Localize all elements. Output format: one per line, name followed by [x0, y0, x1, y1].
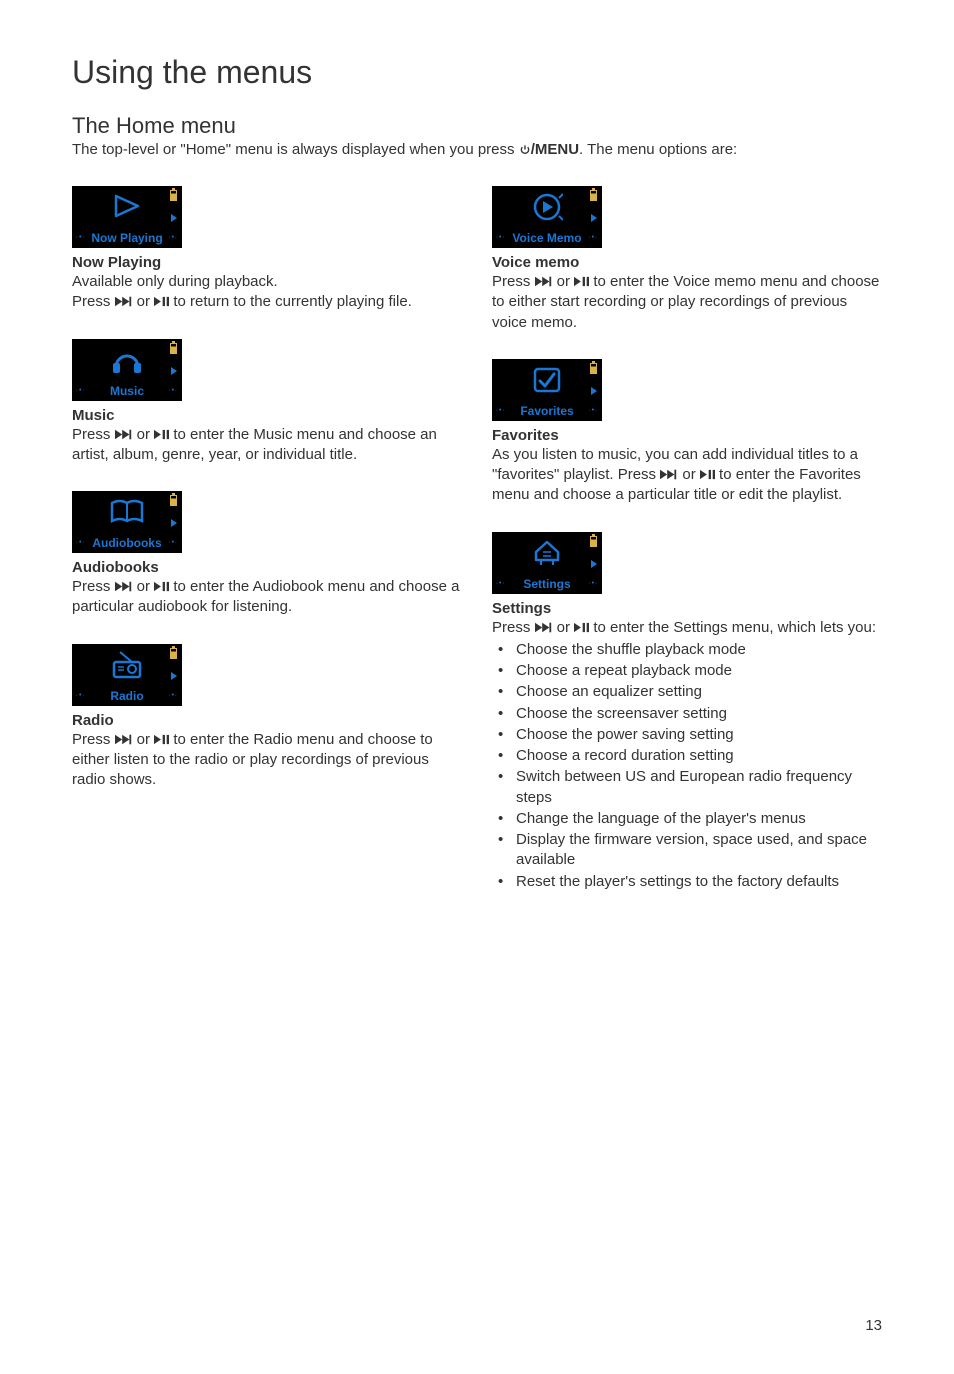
bullet-list: Choose the shuffle playback modeChoose a…: [492, 640, 882, 892]
thumb-icon: [492, 365, 602, 395]
thumb-icon: [72, 192, 182, 220]
thumb-label: Audiobooks: [72, 536, 182, 550]
thumb-label: Favorites: [492, 404, 602, 418]
bullet-item: Choose an equalizer setting: [492, 682, 882, 702]
thumb-label: Settings: [492, 577, 602, 591]
thumb-label: Music: [72, 384, 182, 398]
page-number: 13: [865, 1317, 882, 1334]
thumb-label: Radio: [72, 689, 182, 703]
section-title: Music: [72, 407, 462, 424]
menu-thumbnail: ∙•∙ ∙•∙ Now Playing: [72, 186, 182, 248]
menu-section: ∙•∙ ∙•∙ Settings SettingsPress or to ent…: [492, 532, 882, 892]
section-body: Press or to enter the Voice memo menu an…: [492, 272, 882, 333]
menu-thumbnail: ∙•∙ ∙•∙ Audiobooks: [72, 491, 182, 553]
section-title: Now Playing: [72, 254, 462, 271]
section-body: Press or to enter the Radio menu and cho…: [72, 730, 462, 791]
section-body: Available only during playback.Press or …: [72, 272, 462, 313]
menu-thumbnail: ∙•∙ ∙•∙ Favorites: [492, 359, 602, 421]
menu-section: ∙•∙ ∙•∙ Music MusicPress or to enter the…: [72, 339, 462, 466]
section-body: Press or to enter the Audiobook menu and…: [72, 577, 462, 618]
section-body: As you listen to music, you can add indi…: [492, 445, 882, 506]
section-title: Radio: [72, 712, 462, 729]
right-column: ∙•∙ ∙•∙ Voice Memo Voice memoPress or to…: [492, 186, 882, 918]
thumb-icon: [72, 650, 182, 680]
bullet-item: Change the language of the player's menu…: [492, 809, 882, 829]
menu-thumbnail: ∙•∙ ∙•∙ Settings: [492, 532, 602, 594]
section-title: Voice memo: [492, 254, 882, 271]
menu-section: ∙•∙ ∙•∙ Audiobooks AudiobooksPress or to…: [72, 491, 462, 618]
left-column: ∙•∙ ∙•∙ Now Playing Now PlayingAvailable…: [72, 186, 462, 918]
section-body: Press or to enter the Settings menu, whi…: [492, 618, 882, 892]
section-body: Press or to enter the Music menu and cho…: [72, 425, 462, 466]
bullet-item: Choose the screensaver setting: [492, 704, 882, 724]
bullet-item: Display the firmware version, space used…: [492, 830, 882, 871]
bullet-item: Switch between US and European radio fre…: [492, 767, 882, 808]
section-title: Favorites: [492, 427, 882, 444]
thumb-icon: [492, 538, 602, 568]
menu-thumbnail: ∙•∙ ∙•∙ Voice Memo: [492, 186, 602, 248]
thumb-icon: [72, 345, 182, 375]
menu-section: ∙•∙ ∙•∙ Favorites FavoritesAs you listen…: [492, 359, 882, 506]
section-title: Audiobooks: [72, 559, 462, 576]
bullet-item: Choose a repeat playback mode: [492, 661, 882, 681]
section-heading: The Home menu: [72, 113, 882, 139]
menu-thumbnail: ∙•∙ ∙•∙ Radio: [72, 644, 182, 706]
bullet-item: Choose a record duration setting: [492, 746, 882, 766]
power-icon: [519, 144, 531, 155]
menu-section: ∙•∙ ∙•∙ Voice Memo Voice memoPress or to…: [492, 186, 882, 333]
page-title: Using the menus: [72, 54, 882, 91]
content-columns: ∙•∙ ∙•∙ Now Playing Now PlayingAvailable…: [72, 186, 882, 918]
bullet-item: Choose the power saving setting: [492, 725, 882, 745]
intro-text: The top-level or "Home" menu is always d…: [72, 141, 882, 158]
thumb-label: Voice Memo: [492, 231, 602, 245]
thumb-icon: [72, 497, 182, 525]
menu-section: ∙•∙ ∙•∙ Now Playing Now PlayingAvailable…: [72, 186, 462, 313]
thumb-icon: [492, 192, 602, 222]
thumb-label: Now Playing: [72, 231, 182, 245]
bullet-item: Reset the player's settings to the facto…: [492, 872, 882, 892]
menu-section: ∙•∙ ∙•∙ Radio RadioPress or to enter the…: [72, 644, 462, 791]
bullet-item: Choose the shuffle playback mode: [492, 640, 882, 660]
section-title: Settings: [492, 600, 882, 617]
menu-thumbnail: ∙•∙ ∙•∙ Music: [72, 339, 182, 401]
